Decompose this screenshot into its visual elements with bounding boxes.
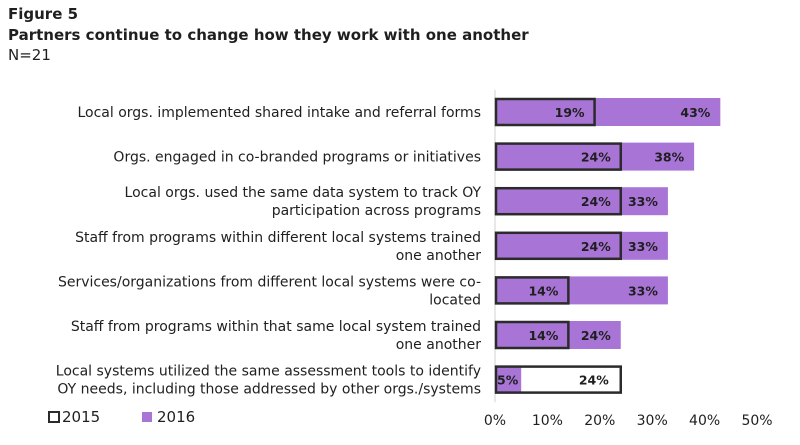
x-tick-label: 10% — [532, 413, 563, 429]
x-tick-label: 30% — [637, 413, 668, 429]
legend-swatch-2016 — [142, 412, 152, 422]
x-tick-label: 50% — [741, 413, 772, 429]
bar-2016 — [495, 365, 522, 394]
bar-2016 — [495, 98, 721, 126]
figure-label: Figure 5 — [8, 5, 79, 23]
category-label: Staff from programs within different loc… — [75, 230, 481, 264]
bar-2016 — [495, 231, 668, 260]
data-label-2016: 38% — [654, 150, 684, 165]
bar-2015 — [494, 320, 570, 350]
bar-2015 — [494, 186, 623, 216]
bar-2016 — [495, 321, 621, 349]
data-label-2015: 14% — [528, 328, 558, 343]
bar-2016 — [495, 276, 668, 305]
category-label: Services/organizations from different lo… — [58, 274, 481, 308]
sample-size: N=21 — [8, 46, 51, 64]
bar-2015 — [494, 231, 623, 261]
data-label-2015: 14% — [528, 283, 558, 298]
data-label-2016: 43% — [680, 105, 710, 120]
bar-2016 — [495, 187, 668, 216]
legend-swatch-2015 — [48, 411, 60, 423]
bar-2015 — [494, 365, 623, 394]
data-label-2016: 24% — [581, 328, 611, 343]
x-tick-label: 40% — [689, 413, 720, 429]
category-label: Orgs. engaged in co-branded programs or … — [113, 150, 481, 166]
data-label-2015: 19% — [555, 105, 585, 120]
data-label-2015: 24% — [581, 194, 611, 209]
data-label-2016: 33% — [628, 239, 658, 254]
bar-2015 — [494, 276, 570, 305]
category-label: Local orgs. implemented shared intake an… — [77, 105, 481, 121]
category-label: Local systems utilized the same assessme… — [56, 364, 481, 398]
legend-label-2016: 2016 — [157, 408, 195, 426]
chart-title: Partners continue to change how they wor… — [8, 26, 529, 44]
data-label-2016: 33% — [628, 194, 658, 209]
bar-2015 — [494, 97, 596, 127]
category-label: Staff from programs within that same loc… — [71, 319, 481, 353]
data-label-2015: 24% — [581, 150, 611, 165]
data-label-2015: 24% — [579, 373, 609, 388]
data-label-2016: 33% — [628, 283, 658, 298]
category-label: Local orgs. used the same data system to… — [125, 185, 482, 219]
data-label-2016: 5% — [497, 373, 519, 388]
legend-label-2015: 2015 — [62, 408, 100, 426]
x-tick-label: 0% — [484, 413, 506, 429]
bar-2016 — [495, 142, 695, 171]
bar-2015 — [494, 142, 623, 171]
x-tick-label: 20% — [584, 413, 615, 429]
data-label-2015: 24% — [581, 239, 611, 254]
